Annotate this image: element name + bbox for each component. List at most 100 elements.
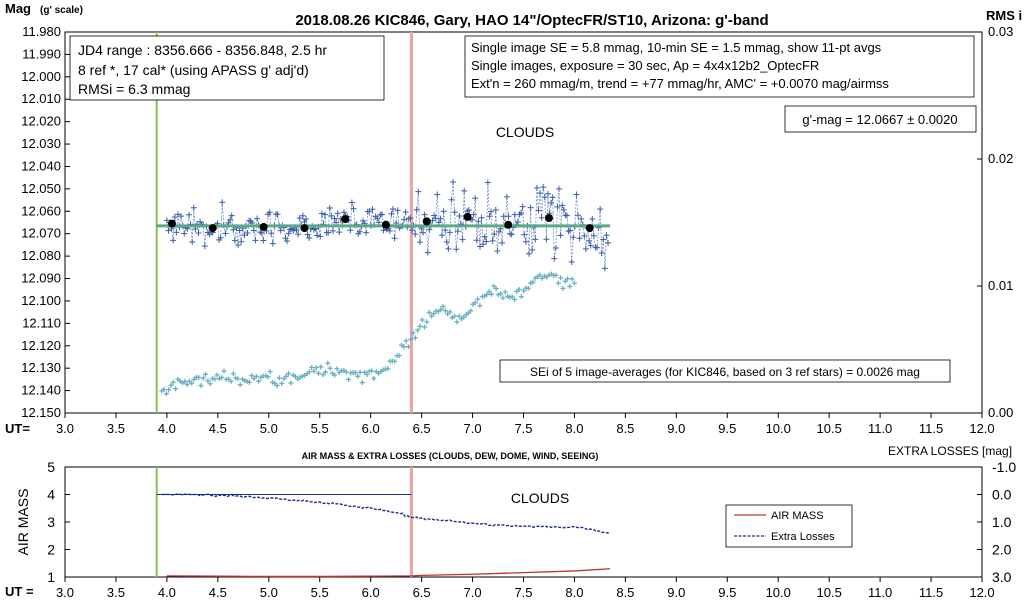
info-right-line-2: Single images, exposure = 30 sec, Ap = 4… (471, 58, 819, 73)
single-image-point (236, 227, 243, 234)
single-image-point (424, 249, 431, 256)
rms-point (408, 336, 414, 342)
rms-point (306, 369, 312, 375)
rms-point (288, 380, 294, 386)
single-image-point (274, 211, 281, 218)
lower-x-tick-label: 11.0 (868, 585, 892, 600)
rms-point (468, 308, 474, 314)
single-image-point (557, 232, 564, 239)
rms-point (518, 294, 524, 300)
single-image-point (228, 212, 235, 219)
upper-y-left-tick-label: 12.050 (21, 181, 61, 196)
single-image-point (231, 237, 238, 244)
single-image-point (434, 191, 441, 198)
single-image-point (514, 218, 521, 225)
rms-point (322, 369, 328, 375)
rms-point (327, 365, 333, 371)
single-image-point (491, 231, 498, 238)
lower-y-right-tick-label: -1.0 (992, 459, 1016, 475)
single-image-point (219, 199, 226, 206)
rms-point (276, 375, 282, 381)
rms-point (385, 366, 391, 372)
single-image-point (519, 203, 526, 210)
single-image-point (290, 227, 297, 234)
info-box-right: Single image SE = 5.8 mmag, 10-min SE = … (464, 35, 975, 98)
info-left-line-1: JD4 range : 8356.666 - 8356.848, 2.5 hr (78, 42, 327, 58)
rms-point (311, 368, 317, 374)
lower-x-tick-label: 8.5 (616, 585, 634, 600)
single-image-point (597, 206, 604, 213)
rms-point (237, 382, 243, 388)
rms-point (198, 383, 204, 389)
single-image-point (556, 185, 563, 192)
lower-vertical-markers (155, 467, 413, 577)
rms-point (560, 285, 566, 291)
single-image-point (538, 214, 545, 221)
single-image-point (488, 208, 495, 215)
rms-point (502, 289, 508, 295)
rms-point (235, 376, 241, 382)
upper-y-left-tick-label: 12.140 (21, 383, 61, 398)
single-image-point (413, 206, 420, 213)
lower-y-right-tick-label: 0.0 (992, 487, 1012, 503)
single-image-point (508, 231, 515, 238)
single-image-point (241, 232, 248, 239)
single-image-point (235, 242, 242, 249)
rms-point (565, 276, 571, 282)
lower-y-right-label: EXTRA LOSSES [mag] (888, 444, 1012, 458)
single-image-point (549, 194, 556, 201)
rms-point (313, 365, 319, 371)
upper-y-right-tick-label: 0.02 (988, 151, 1013, 166)
rms-point (357, 369, 363, 375)
single-image-point (238, 238, 245, 245)
single-image-point (258, 229, 265, 236)
info-right-line-1: Single image SE = 5.8 mmag, 10-min SE = … (471, 40, 882, 55)
single-image-point (587, 242, 594, 249)
single-image-point (465, 206, 472, 213)
upper-y-left-tick-label: 12.110 (22, 315, 61, 330)
single-image-point (277, 227, 284, 234)
upper-clouds-label: CLOUDS (496, 124, 554, 140)
upper-y-left-tick-label: 12.150 (21, 405, 61, 420)
single-image-point (350, 205, 357, 212)
upper-y-left-tick-label: 12.070 (21, 226, 61, 241)
single-image-point (529, 246, 536, 253)
single-image-point (575, 212, 582, 219)
single-image-point (440, 208, 447, 215)
single-image-point (503, 193, 510, 200)
lower-y-left-tick-label: 1 (47, 569, 55, 585)
rms-point (246, 379, 252, 385)
single-image-point (522, 238, 529, 245)
single-image-point (505, 213, 512, 220)
rms-point (189, 380, 195, 386)
single-image-point (537, 190, 544, 197)
single-image-point (552, 244, 559, 251)
rms-point (274, 382, 280, 388)
single-image-point (318, 210, 325, 217)
upper-gridlines (64, 31, 983, 418)
single-image-point (250, 227, 257, 234)
single-image-point (445, 245, 452, 252)
rms-point (486, 289, 492, 295)
info-box-left: JD4 range : 8356.666 - 8356.848, 2.5 hr … (69, 35, 385, 101)
single-image-point (174, 211, 181, 218)
upper-x-tick-label: 11.5 (919, 421, 943, 436)
lower-x-tick-label: 5.5 (311, 585, 329, 600)
single-image-point (227, 216, 234, 223)
upper-y-left-tick-label: 11.980 (22, 24, 61, 39)
rms-point (415, 327, 421, 333)
rms-point (461, 314, 467, 320)
upper-x-tick-label: 12.0 (969, 421, 994, 436)
rms-point (230, 371, 236, 377)
single-image-point (603, 232, 610, 239)
rms-point (509, 294, 515, 300)
rms-point (431, 311, 437, 317)
single-image-point (540, 184, 547, 191)
single-image-point (605, 239, 612, 246)
rms-point (516, 286, 522, 292)
upper-y-left-label-note: (g' scale) (40, 5, 83, 16)
single-image-point (314, 232, 321, 239)
upper-x-tick-label: 7.0 (464, 421, 482, 436)
rms-point (265, 374, 271, 380)
single-image-point (329, 227, 336, 234)
